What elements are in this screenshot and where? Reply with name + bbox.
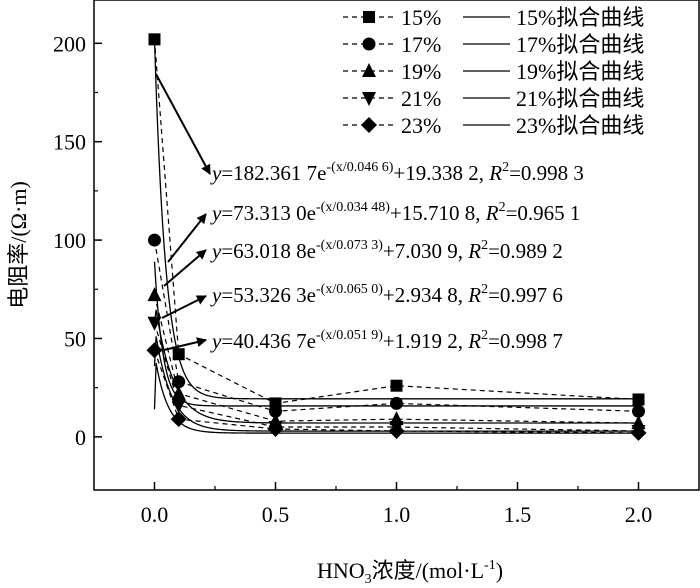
- data-point-21%: [171, 399, 186, 414]
- equation-arrow: [163, 337, 207, 351]
- fit-equation-19%: y=63.018 8e-(x/0.073 3)+7.030 9, R2=0.98…: [210, 238, 563, 263]
- equation-arrow: [161, 295, 207, 319]
- legend-label-17%: 17%: [401, 32, 441, 57]
- x-tick-label: 2.0: [625, 502, 653, 527]
- fit-equation-23%: y=40.436 7e-(x/0.051 9)+1.919 2, R2=0.99…: [210, 328, 563, 353]
- y-tick-label: 150: [53, 130, 86, 155]
- legend-label-23%: 23%: [401, 113, 441, 138]
- data-line-23%: [153, 350, 639, 434]
- fit-equations: y=182.361 7e-(x/0.046 6)+19.338 2, R2=0.…: [210, 160, 584, 353]
- legend-marker-19%: [362, 63, 376, 77]
- legend-fit-label-23%: 23%拟合曲线: [516, 113, 644, 138]
- data-point-23%: [630, 424, 647, 441]
- data-point-17%: [390, 396, 403, 410]
- legend-fit-label-17%: 17%拟合曲线: [516, 32, 644, 57]
- legend-fit-label-15%: 15%拟合曲线: [516, 5, 644, 30]
- data-point-15%: [632, 393, 645, 406]
- legend-marker-17%: [362, 37, 376, 51]
- y-tick-label: 100: [53, 228, 86, 253]
- data-point-23%: [388, 422, 405, 439]
- data-point-15%: [172, 348, 185, 361]
- data-point-15%: [390, 379, 403, 392]
- x-tick-label: 1.0: [383, 502, 411, 527]
- legend-marker-23%: [361, 117, 377, 133]
- data-line-21%: [153, 322, 639, 432]
- data-point-23%: [267, 420, 284, 437]
- data-point-17%: [269, 404, 282, 418]
- x-axis-title-sub: 3: [365, 572, 372, 587]
- fit-equation-17%: y=73.313 0e-(x/0.034 48)+15.710 8, R2=0.…: [210, 200, 580, 225]
- x-axis-title-rest: 浓度/(mol·L: [372, 558, 484, 583]
- y-axis-title: 电阻率/(Ω·m): [6, 181, 31, 309]
- equation-arrows: [155, 73, 211, 351]
- legend-label-21%: 21%: [401, 86, 441, 111]
- axis-ticks: [94, 42, 640, 490]
- x-axis-title-close: ): [496, 558, 503, 583]
- legend-fit-label-19%: 19%拟合曲线: [516, 59, 644, 84]
- legend-label-15%: 15%: [401, 5, 441, 30]
- x-tick-label: 0.0: [141, 502, 169, 527]
- axis-tick-labels: 0.0 0.5 1.0 1.5 2.0 0 50 100 150 200: [53, 31, 652, 527]
- y-tick-label: 0: [75, 425, 86, 450]
- y-tick-label: 200: [53, 31, 86, 56]
- fit-equation-21%: y=53.326 3e-(x/0.065 0)+2.934 8, R2=0.99…: [210, 282, 563, 307]
- data-point-15%: [148, 33, 161, 46]
- data-point-19%: [171, 385, 186, 400]
- equation-arrow: [163, 249, 207, 287]
- x-axis-title-sup: -1: [484, 558, 496, 573]
- y-tick-label: 50: [64, 326, 86, 351]
- data-point-17%: [172, 375, 186, 389]
- legend: 15% 15%拟合曲线 17% 17%拟合曲线 19% 19%拟合曲线 21% 21%拟合曲线…: [343, 5, 644, 138]
- data-point-19%: [147, 287, 162, 302]
- legend-marker-15%: [363, 11, 375, 23]
- equation-arrow: [155, 73, 211, 175]
- x-tick-label: 1.5: [504, 502, 532, 527]
- x-axis-title: HNO3浓度/(mol·L-1): [317, 558, 503, 587]
- legend-fit-label-21%: 21%拟合曲线: [516, 86, 644, 111]
- data-point-21%: [147, 316, 162, 331]
- legend-marker-21%: [362, 92, 376, 106]
- fit-equation-15%: y=182.361 7e-(x/0.046 6)+19.338 2, R2=0.…: [210, 160, 584, 185]
- x-axis-title-main: HNO: [317, 558, 365, 583]
- data-point-23%: [170, 411, 187, 428]
- data-point-23%: [146, 342, 163, 359]
- data-point-17%: [148, 233, 161, 247]
- data-markers: [146, 33, 647, 441]
- legend-label-19%: 19%: [401, 59, 441, 84]
- x-tick-label: 0.5: [262, 502, 290, 527]
- data-point-17%: [632, 404, 645, 418]
- equation-arrow: [167, 213, 207, 263]
